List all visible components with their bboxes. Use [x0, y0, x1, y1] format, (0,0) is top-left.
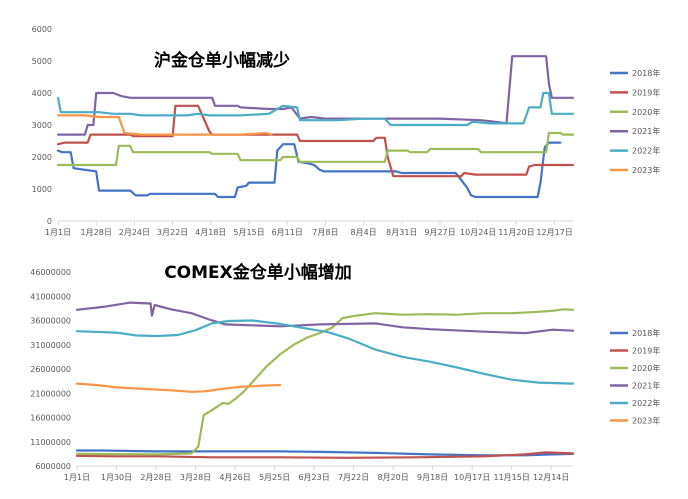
chart-title: 沪金仓单小幅减少 [154, 50, 290, 71]
x-tick-label: 8月4日 [351, 228, 377, 237]
chart-comex-gold-warrants: COMEX金仓单小幅增加 6000000 11000000 16000000 2100… [30, 262, 660, 482]
x-tick-label: 6月23日 [298, 473, 329, 482]
y-tick-label: 31000000 [30, 341, 71, 350]
y-tick-label: 11000000 [30, 438, 71, 447]
y-tick-label: 1000 [32, 185, 52, 194]
series-line-2020年 [56, 131, 575, 167]
series-line-2019年 [75, 451, 575, 459]
x-tick-label: 10月17日 [454, 473, 490, 482]
x-tick-label: 7月8日 [312, 228, 338, 237]
x-tick-label: 10月24日 [460, 228, 496, 237]
y-tick-label: 36000000 [30, 317, 71, 326]
legend-label: 2019年 [632, 87, 660, 97]
y-tick-label: 4000 [32, 89, 52, 98]
series-line-2023年 [56, 114, 273, 136]
x-tick-label: 9月18日 [417, 473, 448, 482]
legend-label: 2019年 [632, 346, 660, 356]
series-line-2022年 [56, 91, 575, 127]
legend-label: 2018年 [632, 68, 660, 78]
y-tick-label: 5000 [32, 57, 52, 66]
x-tick-label: 3月28日 [180, 473, 211, 482]
y-tick-label: 6000 [32, 25, 52, 34]
legend-label: 2022年 [632, 146, 660, 156]
x-tick-label: 1月30日 [101, 473, 132, 482]
legend-label: 2021年 [632, 126, 660, 136]
x-tick-label: 11月15日 [494, 473, 530, 482]
x-tick-label: 3月22日 [157, 228, 188, 237]
legend-label: 2023年 [632, 165, 660, 175]
x-tick-label: 9月27日 [424, 228, 455, 237]
x-tick-label: 1月1日 [64, 473, 90, 482]
x-tick-label: 2月28日 [140, 473, 171, 482]
legend-label: 2021年 [632, 381, 660, 391]
legend-label: 2018年 [632, 328, 660, 338]
x-tick-label: 1月1日 [45, 228, 71, 237]
x-tick-label: 4月26日 [219, 473, 250, 482]
series-line-2019年 [56, 104, 575, 178]
y-tick-label: 41000000 [30, 292, 71, 301]
x-tick-label: 1月28日 [81, 228, 112, 237]
y-tick-label: 21000000 [30, 389, 71, 398]
x-tick-label: 8月20日 [377, 473, 408, 482]
x-tick-label: 6月11日 [272, 228, 303, 237]
y-tick-label: 46000000 [30, 268, 71, 277]
y-tick-label: 16000000 [30, 414, 71, 423]
chart-title: COMEX金仓单小幅增加 [164, 262, 352, 283]
x-tick-label: 12月17日 [536, 228, 572, 237]
x-tick-label: 12月14日 [533, 473, 569, 482]
x-tick-label: 2月24日 [119, 228, 150, 237]
chart-shfe-gold-warrants: 沪金仓单小幅减少 0 1000 2000 3000 4000 5000 6000 1月1日 1月… [32, 25, 661, 237]
x-tick-label: 8月31日 [386, 228, 417, 237]
series-line-2020年 [75, 308, 575, 456]
y-tick-label: 2000 [32, 153, 52, 162]
y-tick-label: 26000000 [30, 365, 71, 374]
x-tick-label: 4月18日 [195, 228, 226, 237]
legend-label: 2020年 [632, 107, 660, 117]
series-line-2021年 [75, 301, 575, 335]
x-tick-label: 11月20日 [498, 228, 534, 237]
x-tick-label: 5月25日 [259, 473, 290, 482]
x-tick-label: 7月22日 [338, 473, 369, 482]
y-tick-label: 6000000 [35, 462, 71, 471]
y-tick-label: 3000 [32, 121, 52, 130]
series-line-2018年 [56, 141, 562, 199]
series-line-2022年 [75, 319, 575, 385]
legend-label: 2022年 [632, 398, 660, 408]
series-line-2023年 [75, 382, 282, 393]
legend-label: 2023年 [632, 416, 660, 426]
legend-label: 2020年 [632, 363, 660, 373]
x-tick-label: 5月15日 [233, 228, 264, 237]
y-tick-label: 0 [47, 217, 52, 226]
